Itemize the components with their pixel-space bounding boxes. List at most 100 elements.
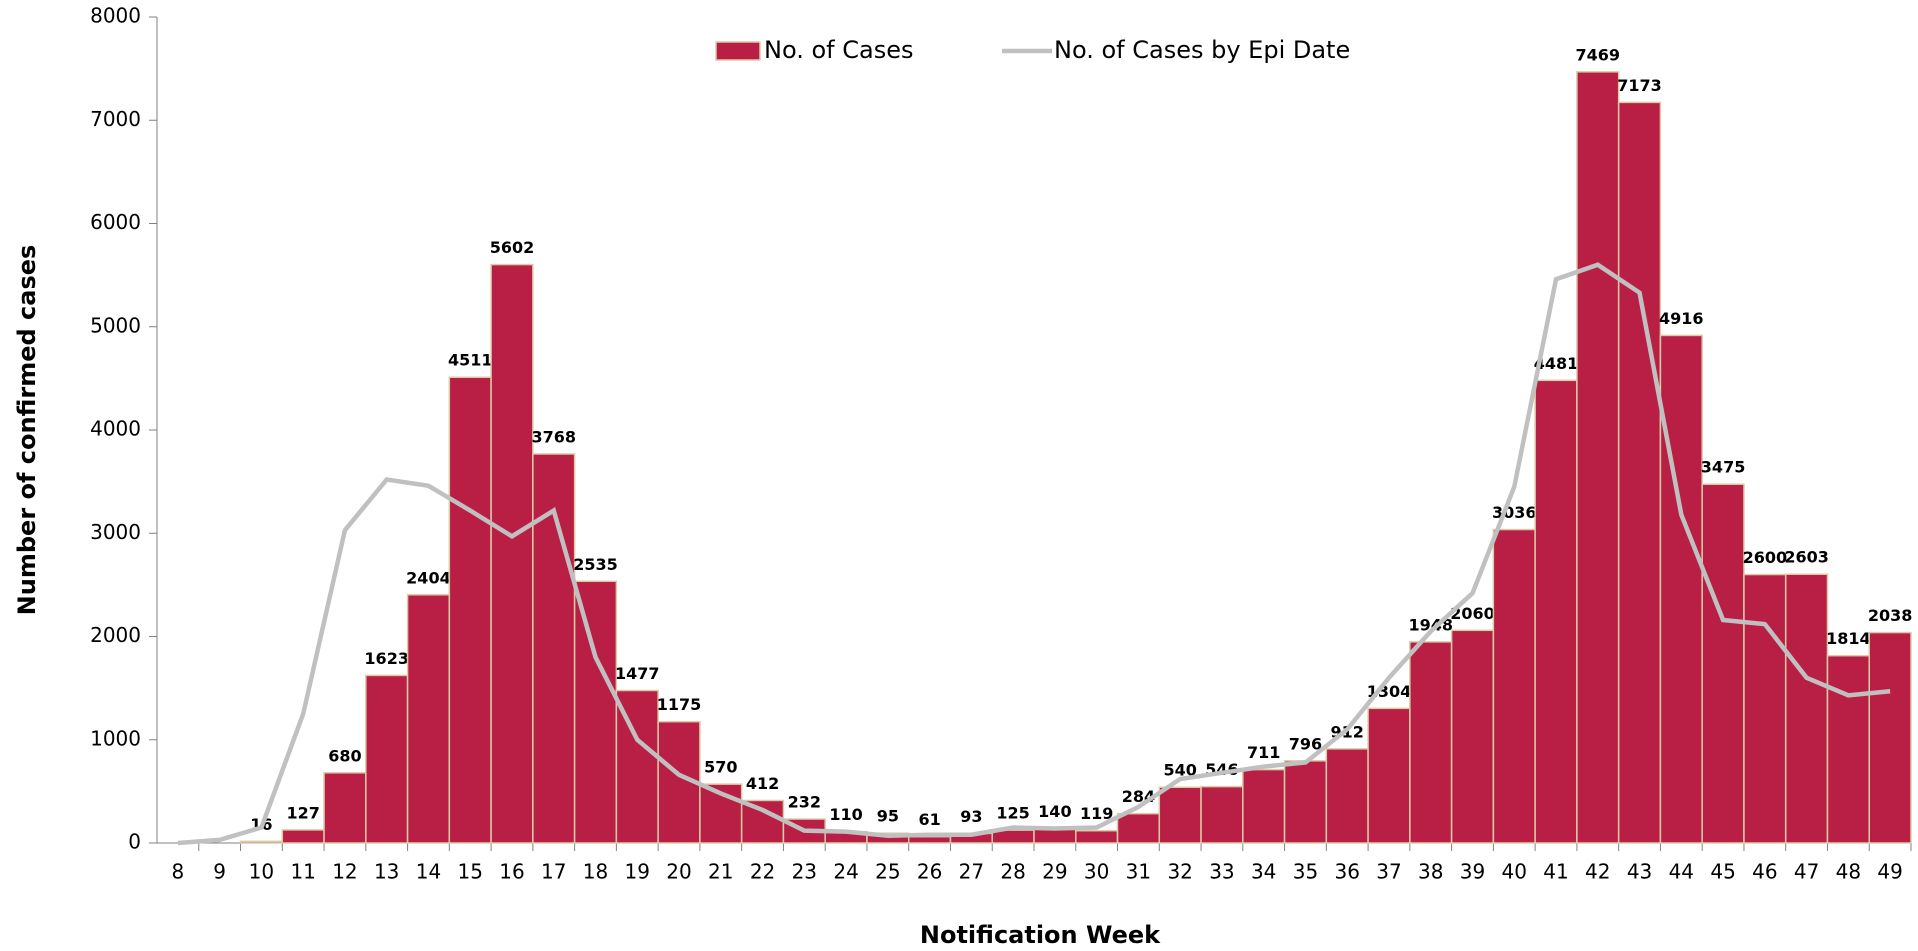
bar <box>1075 829 1119 844</box>
bar <box>1826 654 1870 844</box>
value-label: 1304 <box>1367 682 1412 701</box>
bar <box>740 799 785 844</box>
bar <box>1492 528 1536 844</box>
x-tick-label: 13 <box>374 860 399 884</box>
value-label: 570 <box>704 758 737 777</box>
value-label: 540 <box>1163 761 1196 780</box>
x-tick-label: 17 <box>541 860 566 884</box>
x-tick-label: 43 <box>1627 860 1652 884</box>
x-tick-label: 41 <box>1543 860 1568 884</box>
value-label: 1814 <box>1826 629 1871 648</box>
x-tick-label: 48 <box>1836 860 1861 884</box>
value-label: 4481 <box>1534 354 1579 373</box>
y-axis-title: Number of confirmed cases <box>13 245 41 616</box>
value-label: 2535 <box>573 555 618 574</box>
bar <box>281 829 325 844</box>
bar <box>448 376 492 844</box>
x-tick-label: 46 <box>1752 860 1777 884</box>
legend-swatch <box>715 41 761 61</box>
x-tick-label: 32 <box>1167 860 1192 884</box>
bar <box>1242 768 1286 844</box>
value-label: 3475 <box>1701 458 1746 477</box>
x-tick-label: 36 <box>1334 860 1359 884</box>
bar <box>1283 760 1328 844</box>
value-label: 2603 <box>1784 548 1829 567</box>
bar <box>1367 707 1411 844</box>
bar <box>1576 71 1620 844</box>
value-label: 5602 <box>490 238 535 257</box>
x-tick-label: 11 <box>290 860 315 884</box>
x-tick-label: 45 <box>1710 860 1735 884</box>
value-label: 711 <box>1247 743 1280 762</box>
bar <box>365 674 409 844</box>
x-tick-label: 39 <box>1460 860 1485 884</box>
bar <box>490 263 534 844</box>
value-label: 2038 <box>1868 606 1913 625</box>
line <box>177 262 1891 846</box>
x-tick-label: 22 <box>750 860 775 884</box>
value-label: 7469 <box>1576 45 1621 64</box>
x-tick-label: 9 <box>213 860 226 884</box>
bar <box>323 772 367 844</box>
bar <box>1325 748 1369 844</box>
x-tick-label: 14 <box>416 860 441 884</box>
y-tick-label: 4000 <box>90 417 141 441</box>
bar <box>1450 629 1495 844</box>
value-label: 4916 <box>1659 309 1704 328</box>
value-label: 7173 <box>1617 76 1662 95</box>
x-tick-label: 33 <box>1209 860 1234 884</box>
x-tick-label: 34 <box>1251 860 1276 884</box>
value-label: 2060 <box>1450 604 1495 623</box>
x-tick-label: 35 <box>1293 860 1318 884</box>
bar <box>1617 101 1662 844</box>
value-label: 3036 <box>1492 503 1537 522</box>
bar <box>573 580 618 844</box>
bar <box>1659 334 1703 844</box>
value-label: 3768 <box>531 427 576 446</box>
value-label: 4511 <box>448 351 493 370</box>
y-tick-label: 2000 <box>90 623 141 647</box>
x-tick-label: 27 <box>959 860 984 884</box>
bar <box>406 594 451 844</box>
bar <box>1868 631 1912 844</box>
x-tick-label: 19 <box>625 860 650 884</box>
value-label: 796 <box>1289 734 1322 753</box>
value-label: 119 <box>1080 804 1113 823</box>
x-tick-label: 49 <box>1877 860 1902 884</box>
bar <box>907 835 952 844</box>
value-label: 127 <box>286 803 319 822</box>
x-tick-label: 38 <box>1418 860 1443 884</box>
x-tick-label: 24 <box>833 860 858 884</box>
y-tick-label: 0 <box>128 830 141 854</box>
bar <box>1409 641 1453 844</box>
value-label: 680 <box>328 746 361 765</box>
value-label: 1175 <box>657 695 702 714</box>
x-tick-label: 18 <box>583 860 608 884</box>
x-tick-label: 31 <box>1126 860 1151 884</box>
x-tick-label: 21 <box>708 860 733 884</box>
y-tick-label: 7000 <box>90 107 141 131</box>
value-label: 2600 <box>1743 548 1788 567</box>
value-label: 1477 <box>615 664 660 683</box>
y-tick-label: 5000 <box>90 313 141 337</box>
x-tick-label: 16 <box>499 860 524 884</box>
legend-label: No. of Cases <box>764 36 913 64</box>
legend-label: No. of Cases by Epi Date <box>1054 36 1350 64</box>
value-label: 61 <box>918 810 940 829</box>
value-label: 125 <box>996 804 1029 823</box>
y-tick-label: 8000 <box>90 4 141 28</box>
x-tick-label: 15 <box>457 860 482 884</box>
x-tick-label: 20 <box>666 860 691 884</box>
x-tick-label: 47 <box>1794 860 1819 884</box>
x-tick-label: 12 <box>332 860 357 884</box>
x-axis-title: Notification Week <box>920 921 1161 949</box>
value-label: 2404 <box>406 568 451 587</box>
value-label: 232 <box>788 793 821 812</box>
value-label: 110 <box>829 805 862 824</box>
x-tick-label: 40 <box>1502 860 1527 884</box>
value-label: 412 <box>746 774 779 793</box>
bar <box>239 840 284 844</box>
x-tick-label: 25 <box>875 860 900 884</box>
bar <box>1116 812 1161 844</box>
